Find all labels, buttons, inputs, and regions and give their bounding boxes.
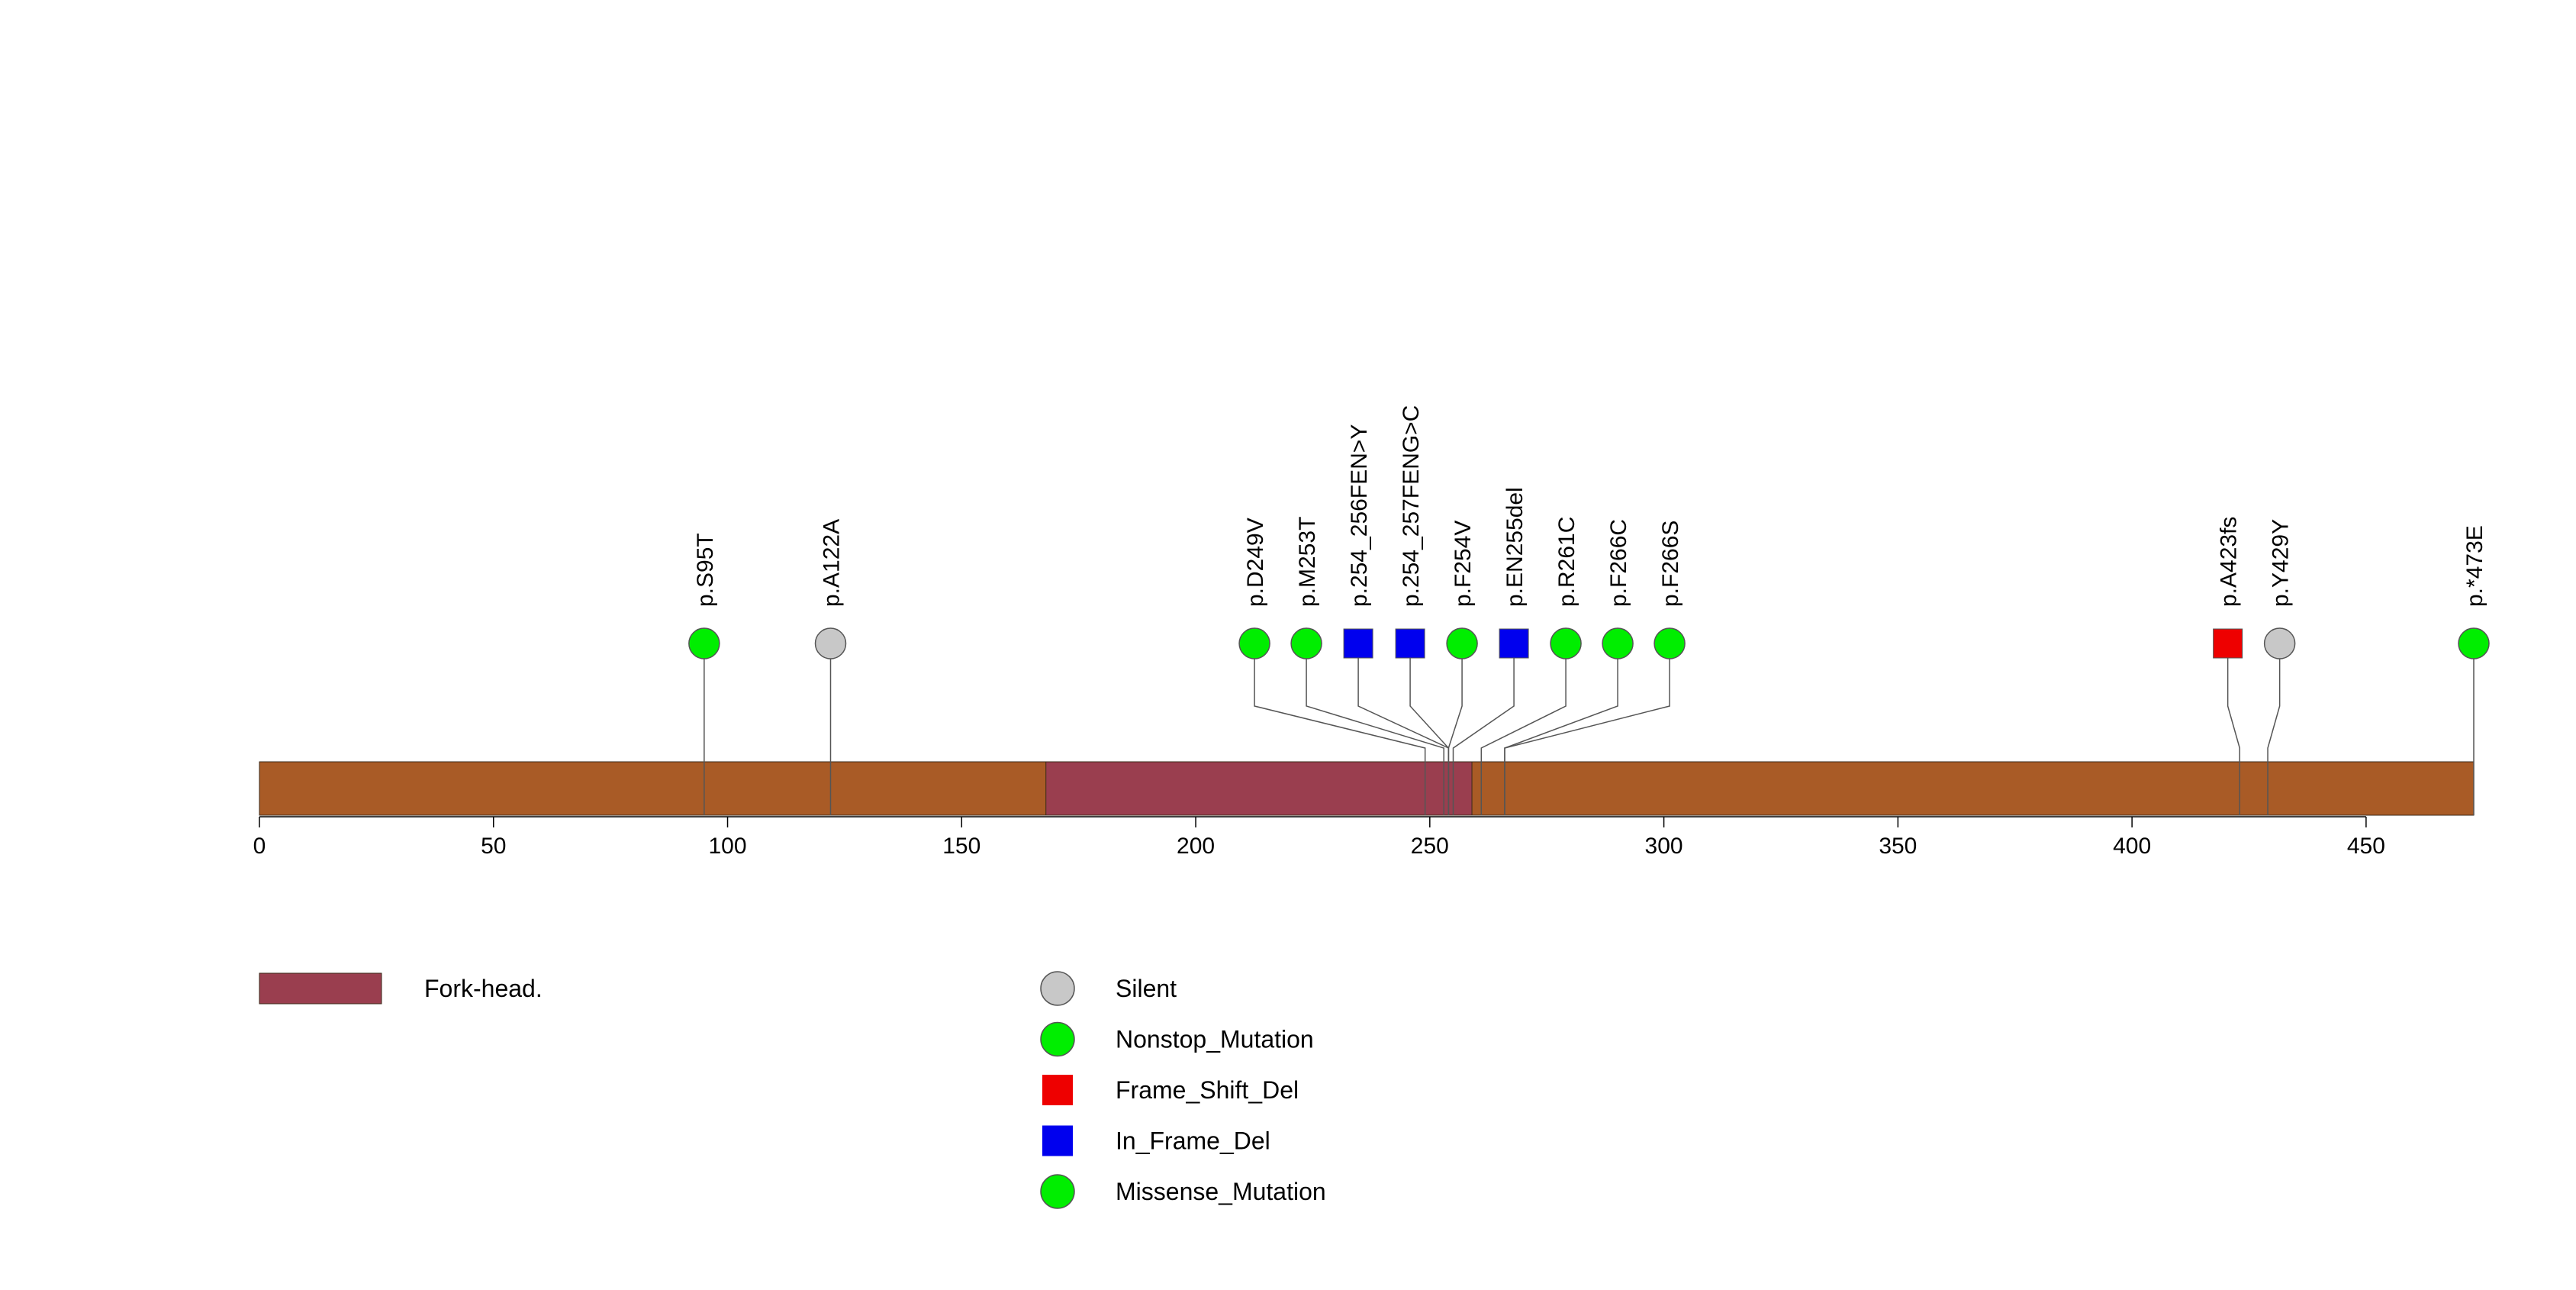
connector-p-d249v [1254, 643, 1426, 815]
connector-p-en255del [1452, 643, 1515, 815]
mutation-label-p-473e: p.*473E [2462, 525, 2487, 607]
x-tick-label-50: 50 [481, 834, 506, 859]
connector-p-m253t [1306, 643, 1444, 815]
x-axis: 0 50 100 150 200 250 300 350 400 450 [253, 816, 2385, 859]
connector-p-a423fs [2227, 643, 2240, 815]
legend: Fork-head. Silent Nonstop_Mutation Frame_Sh… [259, 971, 1326, 1209]
mutation-label-p-d249v: p.D249V [1243, 518, 1268, 607]
mutation-label-p-r261c: p.R261C [1554, 517, 1579, 607]
connector-p-f254v [1447, 643, 1463, 815]
mutation-connectors [704, 643, 2475, 815]
marker-p-d249v [1238, 627, 1270, 660]
x-tick-label-300: 300 [1645, 834, 1683, 859]
marker-p-a122a [814, 627, 847, 660]
marker-p-en255del [1499, 628, 1529, 659]
mutation-label-p-254-257feng-c: p.254_257FENG>C [1399, 405, 1424, 607]
mutation-label-p-f254v: p.F254V [1451, 521, 1476, 607]
mutation-labels: p.S95T p.A122A p.D249V p.M253T p.254_256FEN>… [693, 405, 2487, 607]
protein-track [259, 761, 2475, 816]
connector-p-y429y [2267, 643, 2281, 815]
legend-label-frame-shift-del: Frame_Shift_Del [1116, 1076, 1299, 1104]
legend-marker-silent [1040, 971, 1075, 1006]
legend-label-silent: Silent [1116, 975, 1177, 1002]
marker-p-254-256fen-y [1343, 628, 1373, 659]
mutation-markers [688, 627, 2490, 660]
domain-fork-head [1045, 761, 1473, 816]
legend-marker-in-frame-del [1042, 1125, 1073, 1156]
marker-p-473e [2458, 627, 2490, 660]
mutation-label-p-254-256fen-y: p.254_256FEN>Y [1347, 424, 1372, 607]
legend-swatch-fork-head [259, 972, 382, 1005]
legend-label-fork-head: Fork-head. [424, 975, 543, 1002]
legend-marker-missense-mutation [1040, 1174, 1075, 1209]
marker-p-m253t [1290, 627, 1322, 660]
mutation-label-p-f266s: p.F266S [1658, 521, 1683, 607]
mutation-label-p-s95t: p.S95T [693, 533, 718, 607]
legend-marker-frame-shift-del [1042, 1075, 1073, 1105]
connector-p-r261c [1480, 643, 1567, 815]
x-tick-label-200: 200 [1177, 834, 1215, 859]
marker-p-r261c [1550, 627, 1582, 660]
mutation-label-p-y429y: p.Y429Y [2268, 519, 2294, 607]
mutation-label-p-m253t: p.M253T [1295, 517, 1320, 607]
marker-p-f254v [1446, 627, 1478, 660]
x-tick-label-0: 0 [253, 834, 266, 859]
mutation-label-p-a423fs: p.A423fs [2217, 517, 2242, 607]
legend-label-missense-mutation: Missense_Mutation [1116, 1178, 1326, 1205]
x-tick-label-150: 150 [942, 834, 980, 859]
x-tick-label-400: 400 [2113, 834, 2151, 859]
connector-p-f266s [1504, 643, 1670, 815]
legend-label-nonstop-mutation: Nonstop_Mutation [1116, 1026, 1314, 1053]
marker-p-254-257feng-c [1395, 628, 1425, 659]
mutation-label-p-a122a: p.A122A [819, 519, 845, 607]
marker-p-f266c [1602, 627, 1634, 660]
x-tick-label-450: 450 [2347, 834, 2385, 859]
legend-marker-nonstop-mutation [1040, 1021, 1075, 1057]
mutation-label-p-en255del: p.EN255del [1502, 487, 1528, 607]
x-tick-label-350: 350 [1879, 834, 1917, 859]
marker-p-f266s [1653, 627, 1686, 660]
legend-label-in-frame-del: In_Frame_Del [1116, 1127, 1270, 1155]
marker-p-a423fs [2213, 628, 2243, 659]
x-tick-label-250: 250 [1411, 834, 1449, 859]
x-tick-label-100: 100 [708, 834, 746, 859]
marker-p-s95t [688, 627, 720, 660]
mutation-label-p-f266c: p.F266C [1606, 519, 1631, 607]
marker-p-y429y [2263, 627, 2296, 660]
